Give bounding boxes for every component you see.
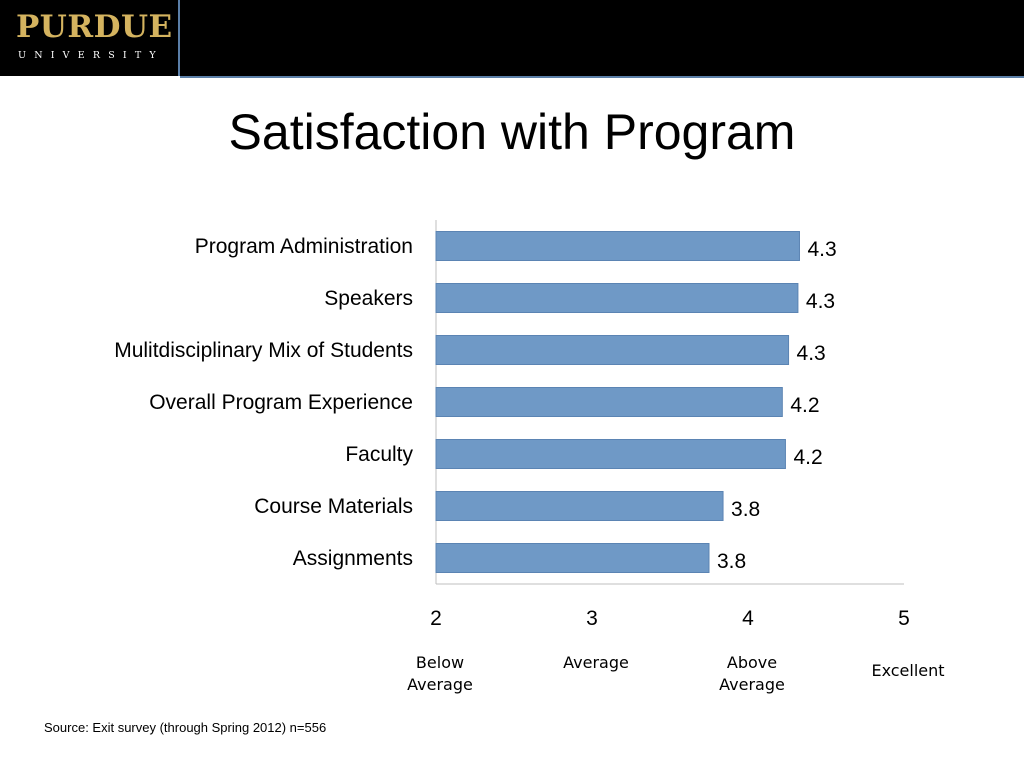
bar-1	[435, 231, 800, 261]
bar-4	[435, 387, 783, 417]
x-tick-label: 5	[898, 607, 910, 630]
bar-2	[435, 283, 799, 313]
logo-wordmark: PURDUE	[16, 9, 173, 45]
x-tick-label: 4	[742, 607, 754, 630]
category-label: Course Materials	[254, 495, 413, 518]
scale-description: Excellent	[871, 661, 945, 680]
bar-7	[435, 543, 710, 573]
category-label: Faculty	[345, 443, 413, 466]
scale-description: Below Average	[407, 653, 473, 694]
category-label: Overall Program Experience	[149, 391, 413, 414]
x-tick-label: 2	[430, 607, 442, 630]
purdue-logo: PURDUE UNIVERSITY	[0, 0, 180, 76]
source-note: Source: Exit survey (through Spring 2012…	[44, 720, 327, 735]
data-label: 4.3	[807, 238, 836, 261]
header-accent-line	[180, 76, 1024, 78]
data-label: 4.3	[806, 290, 835, 313]
category-label: Speakers	[324, 287, 413, 310]
category-label: Mulitdisciplinary Mix of Students	[114, 339, 413, 362]
scale-description: Average	[563, 653, 629, 672]
data-label: 3.8	[717, 550, 746, 573]
logo-subtitle: UNIVERSITY	[18, 50, 164, 61]
bar-6	[435, 491, 724, 521]
data-label: 4.3	[797, 342, 826, 365]
slide-title: Satisfaction with Program	[228, 104, 796, 160]
bar-5	[435, 439, 786, 469]
category-label: Program Administration	[195, 235, 413, 258]
data-label: 4.2	[793, 446, 822, 469]
data-label: 4.2	[790, 394, 819, 417]
data-label: 3.8	[731, 498, 760, 521]
category-label: Assignments	[293, 547, 413, 570]
x-tick-label: 3	[586, 607, 598, 630]
bar-3	[435, 335, 790, 365]
scale-description: Above Average	[719, 653, 785, 694]
